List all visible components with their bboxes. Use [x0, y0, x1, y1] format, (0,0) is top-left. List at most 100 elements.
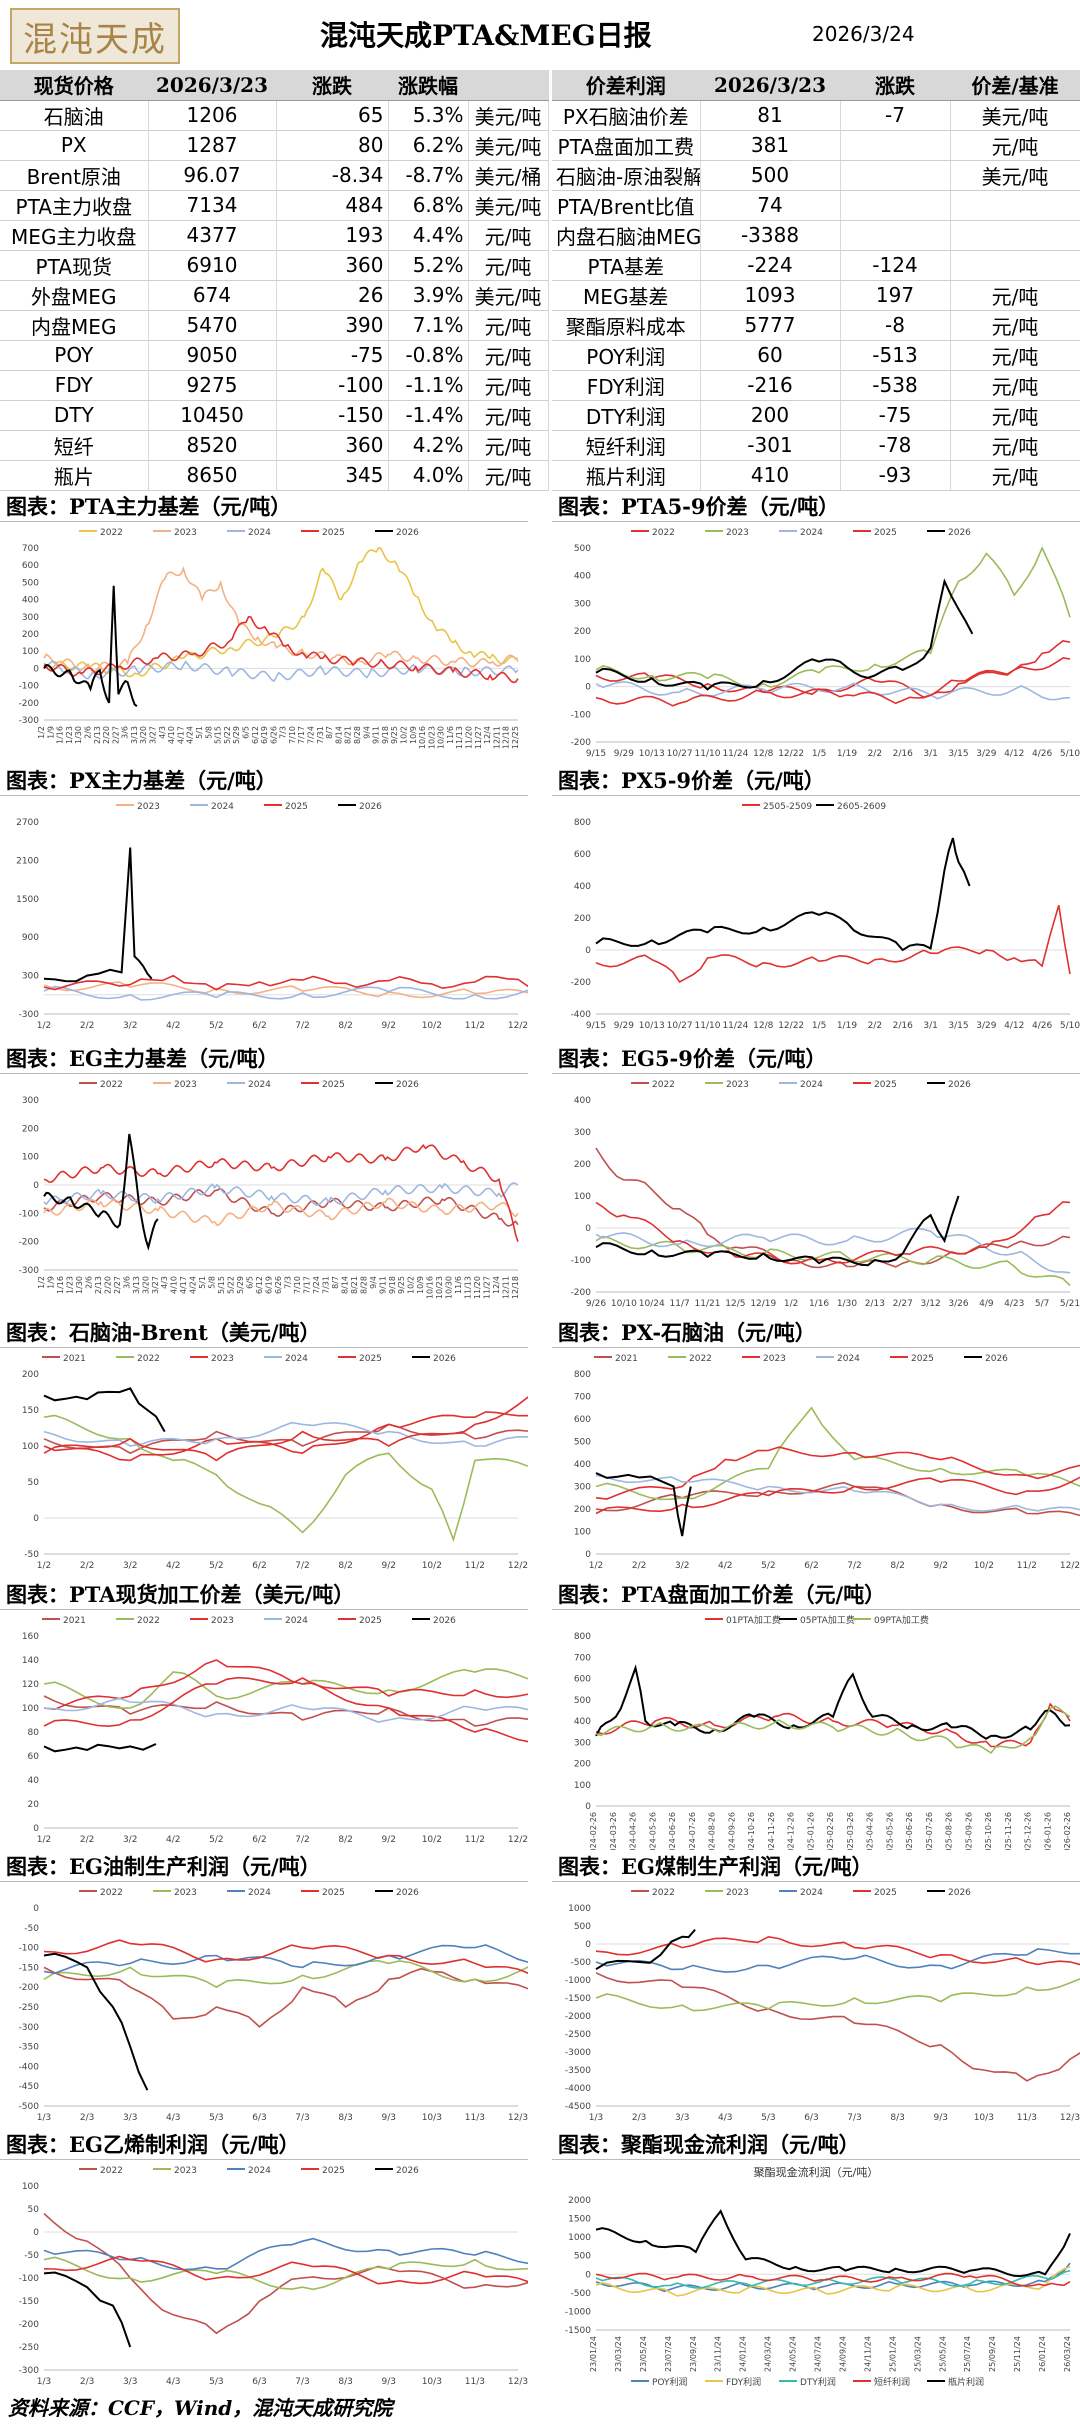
legend-label: 2023: [174, 2166, 197, 2176]
chart-title: 图表：PTA5-9价差（元/吨）: [552, 492, 1080, 522]
table-header-cell: 价差利润: [552, 70, 701, 101]
table-row: 内盘MEG 5470 390 7.1% 元/吨: [0, 310, 549, 341]
legend-label: 2023: [211, 1354, 234, 1364]
y-tick-label: 0: [33, 1904, 39, 1914]
x-tick-label: 2025-01-26: [806, 1812, 815, 1850]
legend-item: 2026: [927, 1080, 971, 1090]
y-tick-label: -300: [19, 2023, 40, 2033]
legend-label: 2023: [174, 1888, 197, 1898]
series-line-2022: [43, 547, 519, 678]
table-cell: 410: [700, 460, 841, 491]
x-tick-label: 2025-10-26: [984, 1812, 993, 1850]
x-tick-label: 6/2: [252, 1021, 266, 1031]
x-tick-label: 12/8: [753, 749, 773, 759]
y-tick-label: -3000: [565, 2048, 591, 2058]
table-cell: 美元/吨: [468, 280, 549, 311]
table-cell: 元/吨: [950, 370, 1080, 401]
legend-label: 2023: [726, 1080, 749, 1090]
table-cell: -1.4%: [388, 400, 469, 431]
table-cell: 石脑油: [0, 100, 149, 131]
legend-label: 2022: [652, 1888, 675, 1898]
series-line-2023: [43, 1959, 528, 1989]
x-tick-label: 23/05/24: [639, 2336, 648, 2372]
x-tick-label: 2024-09-26: [727, 1812, 736, 1850]
y-tick-label: 300: [574, 1738, 591, 1748]
y-tick-label: -450: [19, 2082, 40, 2092]
legend-item: 2025: [853, 528, 897, 538]
x-tick-label: 2/20: [103, 1276, 112, 1294]
x-tick-label: 1/3: [37, 2113, 51, 2123]
x-tick-label: 5/1: [195, 726, 204, 739]
x-tick-label: 1/2: [589, 1561, 603, 1571]
legend-item: 2025: [301, 2166, 345, 2176]
x-tick-label: 10/2: [407, 1276, 416, 1294]
x-tick-label: 9/3: [933, 2113, 947, 2123]
x-tick-label: 3/26: [948, 1299, 968, 1309]
table-cell: 短纤利润: [552, 430, 701, 461]
x-tick-label: 5/22: [227, 1276, 236, 1294]
table-cell: 元/吨: [950, 460, 1080, 491]
x-tick-label: 11/10: [695, 1021, 721, 1031]
x-tick-label: 11/7: [670, 1299, 690, 1309]
legend-item: FDY利润: [705, 2376, 761, 2388]
x-tick-label: 10/16: [426, 1276, 435, 1299]
x-tick-label: 12/4: [483, 726, 492, 744]
legend-label: 2022: [100, 2166, 123, 2176]
series-line-2024: [43, 985, 528, 1001]
x-tick-label: 9/11: [372, 726, 381, 744]
x-tick-label: 3/15: [948, 1021, 968, 1031]
legend-item: 2024: [190, 802, 234, 812]
x-tick-label: 10/27: [667, 1021, 693, 1031]
x-tick-label: 9/29: [614, 1021, 634, 1031]
y-tick-label: -300: [19, 1266, 40, 1276]
legend-item: 2022: [631, 528, 675, 538]
y-tick-label: -4000: [565, 2084, 591, 2094]
series-line-2026: [595, 1472, 692, 1537]
table-row: FDY利润 -216 -538 元/吨: [552, 370, 1080, 401]
table-row: DTY利润 200 -75 元/吨: [552, 400, 1080, 431]
x-tick-label: 4/10: [170, 1276, 179, 1294]
table-cell: 8520: [148, 430, 277, 461]
table-cell: 390: [276, 310, 389, 341]
table-cell: 美元/桶: [468, 160, 549, 191]
y-tick-label: -500: [571, 1958, 592, 1968]
y-tick-label: 700: [22, 544, 39, 554]
series-line-2024: [595, 680, 1071, 701]
table-cell: 6.2%: [388, 130, 469, 161]
chart-title: 图表：EG乙烯制利润（元/吨）: [0, 2130, 528, 2160]
x-tick-label: 5/8: [204, 726, 213, 739]
legend-item: 2021: [42, 1616, 86, 1626]
y-tick-label: 120: [22, 1680, 39, 1690]
x-tick-label: 2/3: [632, 2113, 646, 2123]
table-row: 聚酯原料成本 5777 -8 元/吨: [552, 310, 1080, 341]
table-cell: 美元/吨: [468, 100, 549, 131]
legend-item: 2026: [964, 1354, 1008, 1364]
y-tick-label: -1000: [565, 2307, 591, 2317]
x-tick-label: 9/2: [381, 1021, 395, 1031]
table-cell: 元/吨: [468, 340, 549, 371]
x-tick-label: 26/01/24: [1038, 2336, 1047, 2372]
chart-title: 图表：PTA主力基差（元/吨）: [0, 492, 528, 522]
y-tick-label: 600: [574, 1675, 591, 1685]
y-tick-label: -200: [571, 1288, 592, 1298]
table-cell: [950, 190, 1080, 221]
legend-item: 2025: [338, 1616, 382, 1626]
x-tick-label: 2025-02-26: [826, 1812, 835, 1850]
table-cell: 元/吨: [950, 310, 1080, 341]
legend-label: 2023: [174, 1080, 197, 1090]
x-tick-label: 2/2: [80, 1835, 94, 1845]
x-tick-label: 7/2: [847, 1561, 861, 1571]
x-tick-label: 4/3: [718, 2113, 732, 2123]
table-row: PTA主力收盘 7134 484 6.8% 美元/吨: [0, 190, 549, 221]
table-row: PX 1287 80 6.2% 美元/吨: [0, 130, 549, 161]
x-tick-label: 11/20: [473, 1276, 482, 1299]
x-tick-label: 3/20: [141, 1276, 150, 1294]
x-tick-label: 12/25: [511, 726, 520, 749]
x-tick-label: 7/31: [316, 726, 325, 744]
x-tick-label: 1/2: [37, 1835, 51, 1845]
x-tick-label: 1/2: [37, 1276, 46, 1289]
x-tick-label: 8/14: [334, 726, 343, 744]
x-tick-label: 6/3: [252, 2113, 266, 2123]
y-tick-label: 900: [22, 933, 39, 943]
table-row: PTA盘面加工费 381 元/吨: [552, 130, 1080, 161]
